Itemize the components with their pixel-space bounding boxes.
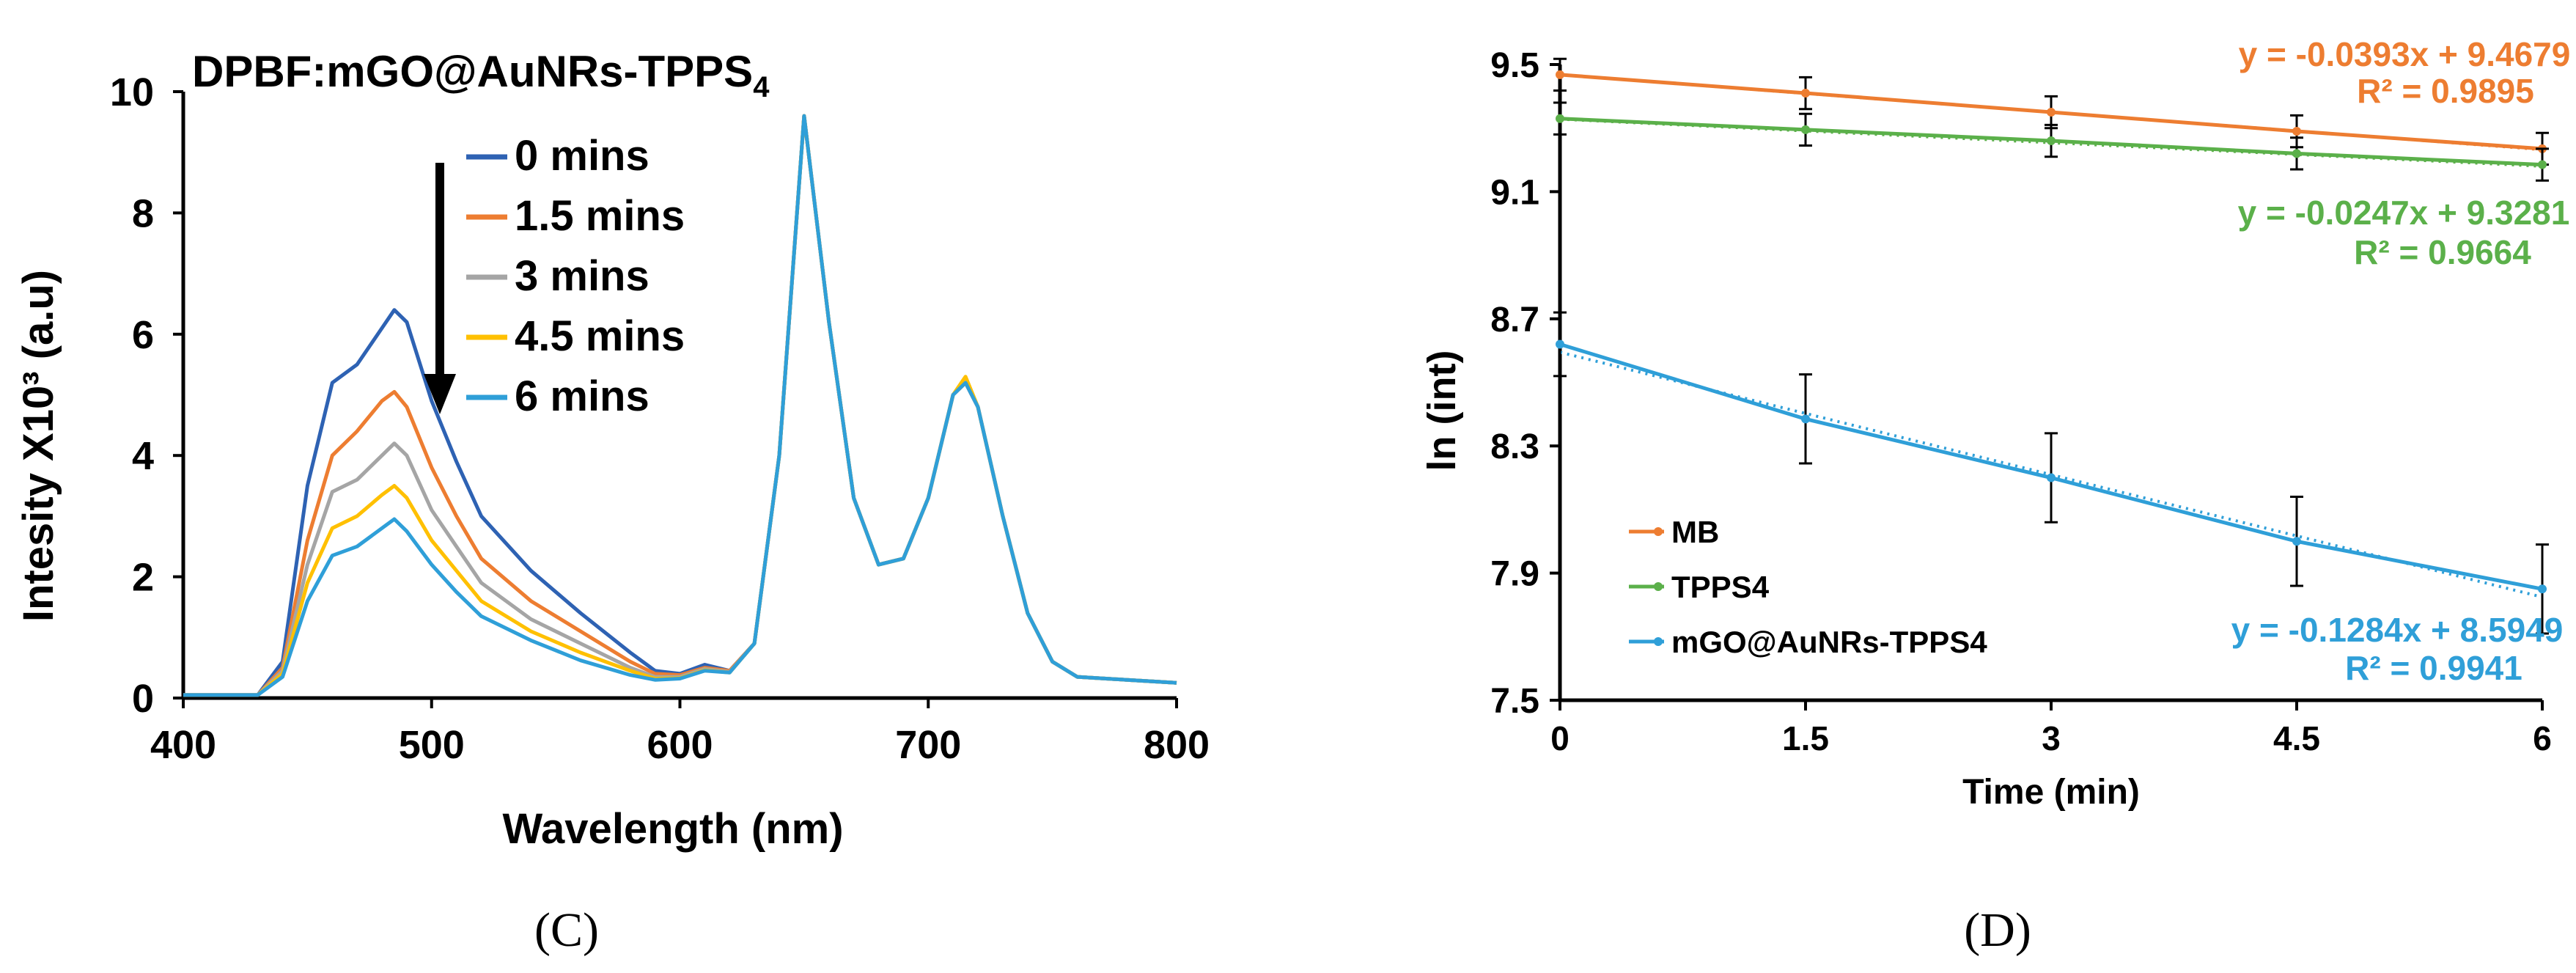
c-y-tick-label: 8 [132, 191, 154, 235]
d-trendline-equation: y = -0.0247x + 9.3281 [2238, 194, 2570, 232]
d-legend-marker [1654, 527, 1663, 536]
c-title-text: DPBF:mGO@AuNRs-TPPS [192, 47, 753, 96]
c-time-arrow-head [424, 374, 456, 414]
d-data-point [2292, 149, 2301, 158]
d-data-point [2538, 584, 2547, 594]
c-legend-label: 3 mins [515, 252, 649, 300]
d-x-tick-label: 4.5 [2273, 719, 2320, 757]
c-ylabel: Intesity X10³ (a.u) [15, 270, 62, 622]
c-series-group [183, 114, 1177, 697]
c-legend-label: 1.5 mins [515, 192, 685, 240]
panel-d-chart: 0 1.5 3 4.5 6 7.5 7.9 8.3 8.7 9.1 9.5 MB TPPS4 mGO@A… [1420, 35, 2570, 957]
d-y-tick-label: 7.9 [1490, 555, 1539, 594]
d-data-point [2047, 108, 2056, 117]
c-legend-label: 6 mins [515, 372, 649, 420]
panel-c-chart: 400 500 600 700 800 0 2 4 6 8 10 DPBF:mGO@AuNRs-TP… [15, 47, 1210, 957]
d-trendline-equation: y = -0.1284x + 8.5949 [2231, 611, 2564, 649]
d-x-tick-label: 0 [1550, 719, 1569, 757]
c-y-tick-label: 4 [132, 434, 154, 478]
d-legend-label: mGO@AuNRs-TPPS4 [1671, 625, 1987, 659]
c-x-tick-label: 600 [647, 723, 713, 767]
d-data-point [1801, 414, 1810, 424]
d-series-group [1553, 57, 2549, 635]
d-y-tick-label: 9.5 [1490, 46, 1539, 85]
d-trendline-r2: R² = 0.9941 [2345, 649, 2522, 687]
d-x-tick-label: 3 [2042, 719, 2061, 757]
d-legend-marker [1654, 637, 1663, 646]
d-panel-label: (D) [1964, 903, 2031, 957]
d-xlabel: Time (min) [1962, 773, 2140, 812]
d-data-point [1801, 125, 1810, 134]
d-data-point [1556, 70, 1564, 79]
d-y-tick-label: 9.1 [1490, 173, 1539, 212]
d-x-tick-label: 1.5 [1782, 719, 1829, 757]
c-legend-label: 0 mins [515, 132, 649, 180]
c-axes: 400 500 600 700 800 0 2 4 6 8 10 [110, 70, 1210, 767]
c-legend: 0 mins 1.5 mins 3 mins 4.5 mins 6 mins [466, 132, 685, 420]
c-series-line [183, 114, 1177, 697]
d-data-point [1556, 339, 1564, 349]
d-trendline-r2: R² = 0.9895 [2357, 72, 2534, 110]
c-legend-label: 4.5 mins [515, 312, 685, 360]
d-axes: 0 1.5 3 4.5 6 7.5 7.9 8.3 8.7 9.1 9.5 [1490, 46, 2552, 757]
d-ylabel: ln (int) [1420, 350, 1464, 471]
d-data-point [1556, 114, 1564, 123]
d-legend-label: MB [1671, 515, 1719, 549]
d-legend-label: TPPS4 [1671, 570, 1770, 604]
d-trendline-r2: R² = 0.9664 [2354, 233, 2531, 271]
c-x-tick-label: 400 [150, 723, 216, 767]
c-title-subscript: 4 [753, 71, 770, 103]
d-data-point [2047, 136, 2056, 146]
d-data-point [2292, 537, 2301, 546]
c-y-tick-label: 0 [132, 677, 154, 721]
c-x-tick-label: 500 [399, 723, 465, 767]
c-y-tick-label: 6 [132, 313, 154, 357]
c-x-tick-label: 700 [895, 723, 961, 767]
d-legend-marker [1654, 582, 1663, 591]
d-x-tick-label: 6 [2533, 719, 2552, 757]
d-data-point [1801, 89, 1810, 98]
d-trendline-equation: y = -0.0393x + 9.4679 [2239, 35, 2571, 73]
c-y-tick-label: 10 [110, 70, 154, 114]
d-y-tick-label: 7.5 [1490, 682, 1539, 721]
c-xlabel: Wavelength (nm) [502, 805, 843, 853]
d-data-point [2538, 160, 2547, 169]
d-y-tick-label: 8.3 [1490, 427, 1539, 466]
d-data-point [2047, 473, 2056, 482]
d-y-tick-label: 8.7 [1490, 301, 1539, 339]
c-x-tick-label: 800 [1144, 723, 1210, 767]
c-panel-label: (C) [534, 903, 599, 957]
c-title: DPBF:mGO@AuNRs-TPPS4 [192, 47, 770, 103]
d-data-point [2292, 127, 2301, 136]
c-y-tick-label: 2 [132, 556, 154, 600]
d-legend: MB TPPS4 mGO@AuNRs-TPPS4 [1629, 515, 1987, 659]
